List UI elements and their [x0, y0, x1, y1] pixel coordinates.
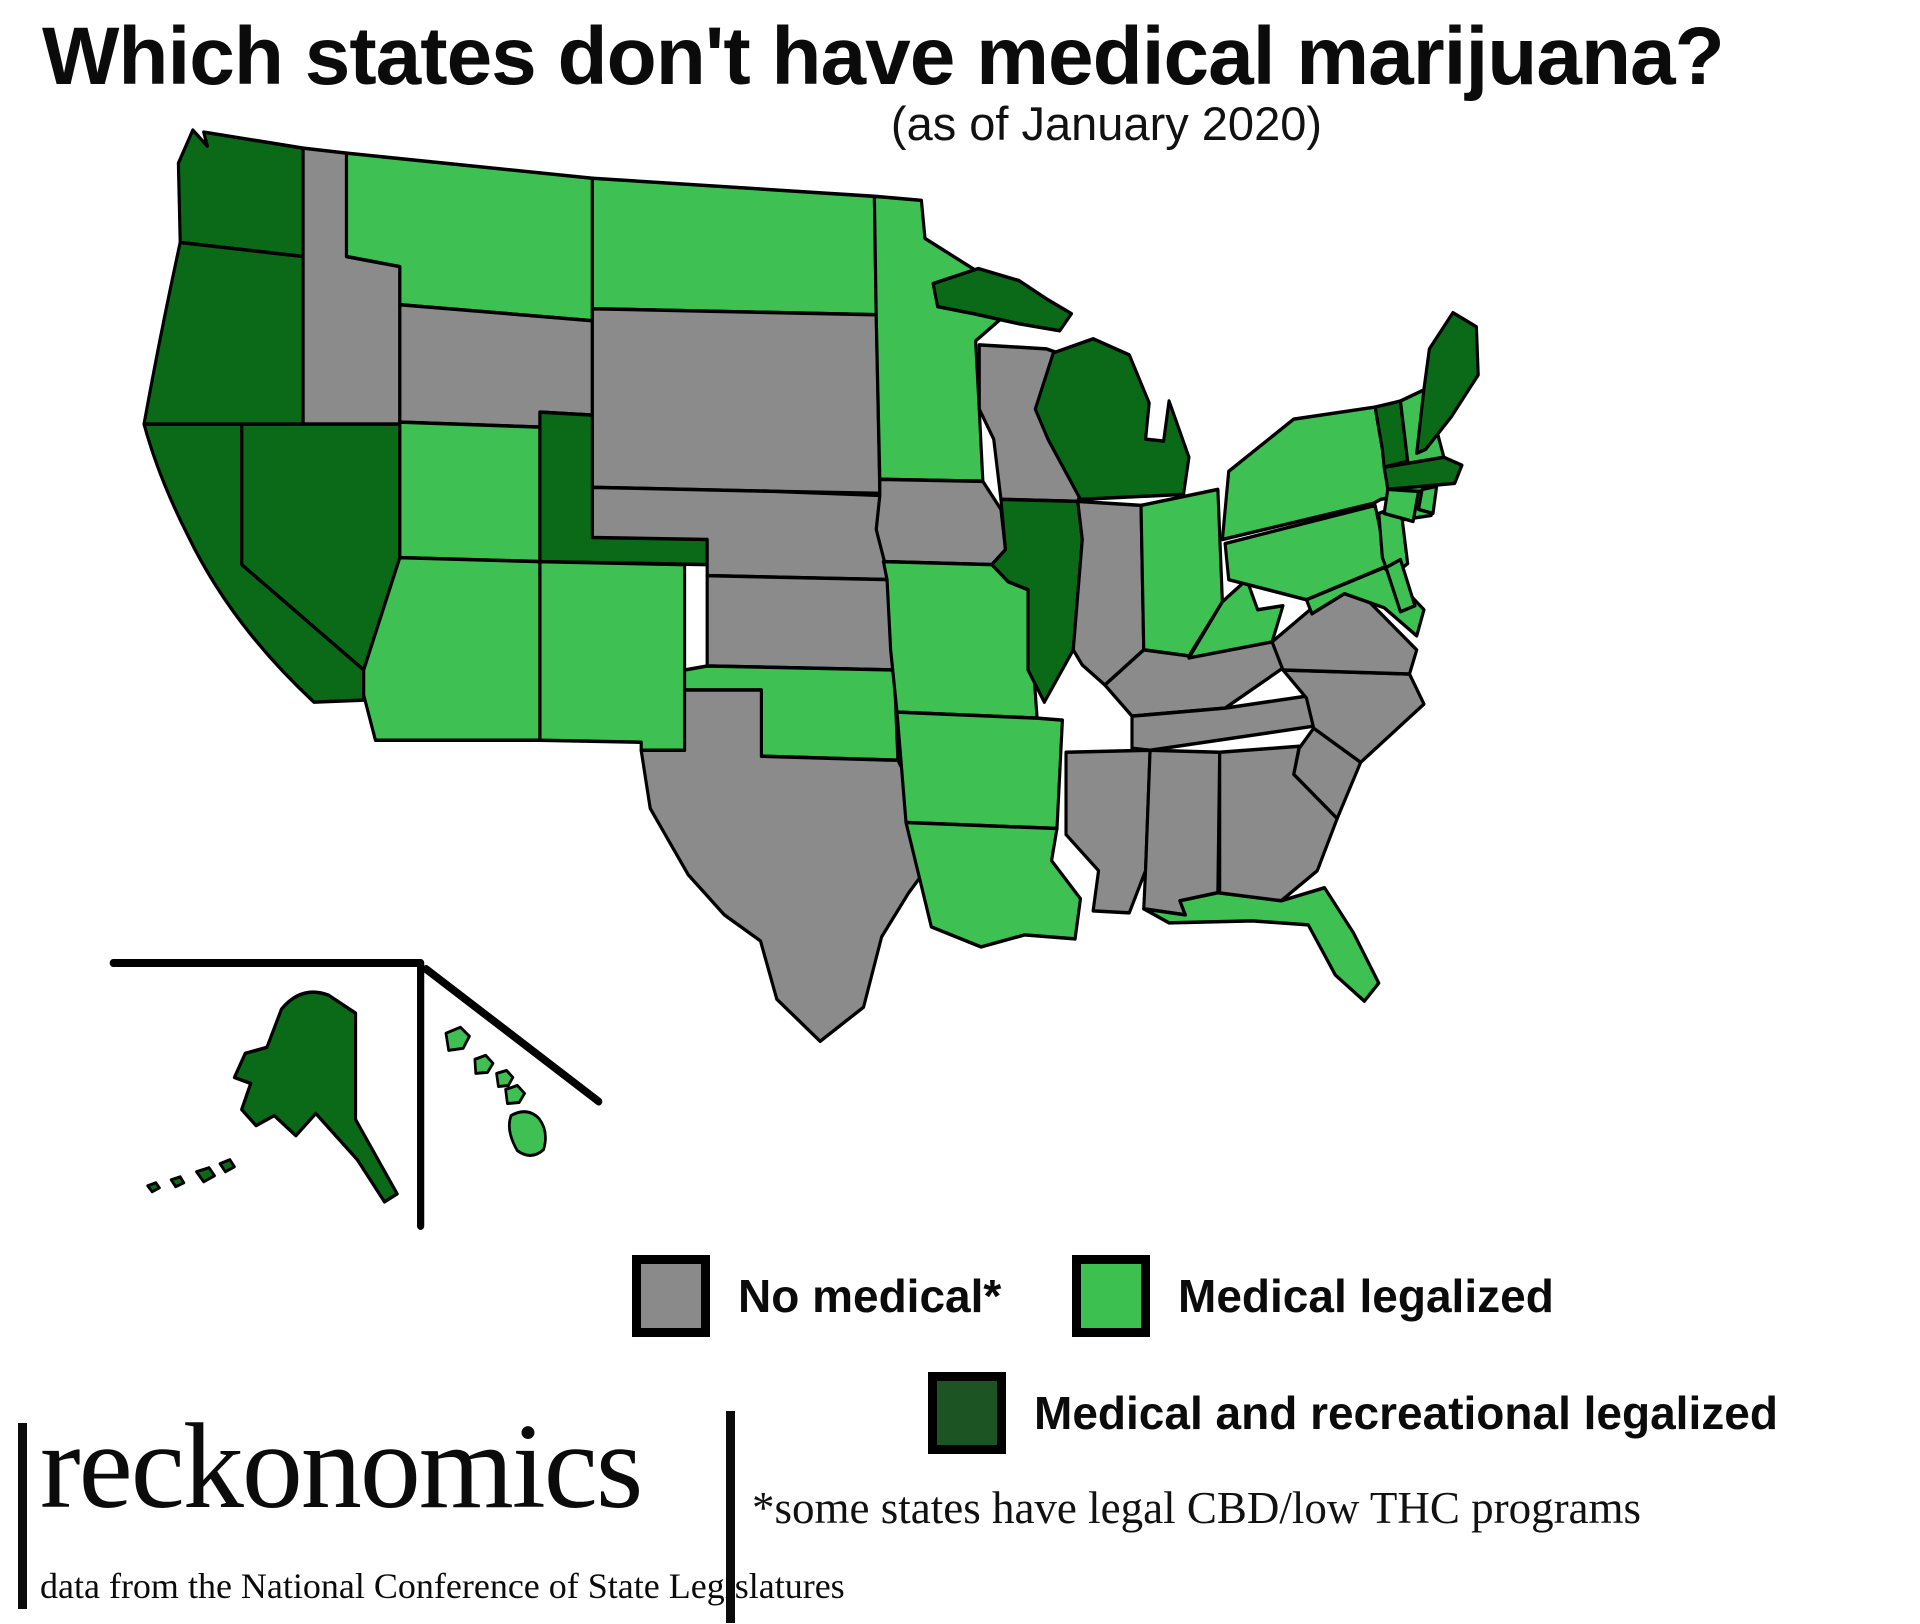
state-arizona [362, 555, 542, 742]
state-utah [398, 420, 542, 564]
state-delaware [1384, 557, 1417, 614]
state-new-mexico [538, 559, 687, 753]
state-alabama [1142, 748, 1222, 917]
us-map-svg [109, 128, 1480, 1230]
state-massachusetts [1382, 455, 1464, 492]
state-north-dakota [590, 176, 878, 317]
state-alaska [232, 990, 399, 1204]
state-florida [1142, 885, 1381, 1003]
state-rhode-island [1416, 484, 1439, 516]
state-minnesota [872, 194, 1032, 484]
legend-label-no-medical: No medical* [738, 1270, 1002, 1322]
legend-label-medical: Medical legalized [1178, 1270, 1554, 1322]
state-hawaii [444, 1025, 547, 1157]
state-wyoming [398, 302, 594, 429]
legend-swatch-medical [1072, 1255, 1150, 1337]
state-iowa [874, 477, 1008, 567]
legend-swatch-medical-recreational [928, 1372, 1006, 1454]
cbd-footnote: *some states have legal CBD/low THC prog… [752, 1483, 1642, 1533]
alaska-aleutian-islands [146, 1158, 236, 1194]
inset-border-lines [109, 959, 603, 1230]
us-choropleth-map [88, 108, 1480, 1242]
brand-name: reckonomics [40, 1399, 643, 1534]
page-title: Which states don't have medical marijuan… [42, 11, 1725, 102]
brand-data-source-caption: data from the National Conference of Sta… [40, 1566, 845, 1606]
legend-item-medical: Medical legalized [1072, 1255, 1554, 1337]
state-mississippi [1064, 748, 1152, 915]
state-south-dakota [590, 306, 882, 496]
legend-label-medical-recreational: Medical and recreational legalized [1034, 1387, 1778, 1439]
state-oregon [142, 240, 305, 426]
brand-right-bar [726, 1411, 735, 1623]
legend-swatch-no-medical [632, 1255, 710, 1337]
page-subtitle: (as of January 2020) [890, 97, 1322, 150]
state-louisiana [904, 820, 1083, 949]
state-connecticut [1382, 487, 1421, 524]
legend-item-medical-recreational: Medical and recreational legalized [928, 1372, 1778, 1454]
legend-item-no-medical: No medical* [632, 1255, 1001, 1337]
state-california [142, 422, 366, 704]
state-michigan [931, 266, 1191, 502]
state-arkansas [895, 710, 1064, 831]
state-maine [1415, 310, 1480, 455]
state-washington [176, 128, 305, 259]
brand-left-bar [18, 1423, 27, 1609]
state-kansas [705, 573, 896, 672]
